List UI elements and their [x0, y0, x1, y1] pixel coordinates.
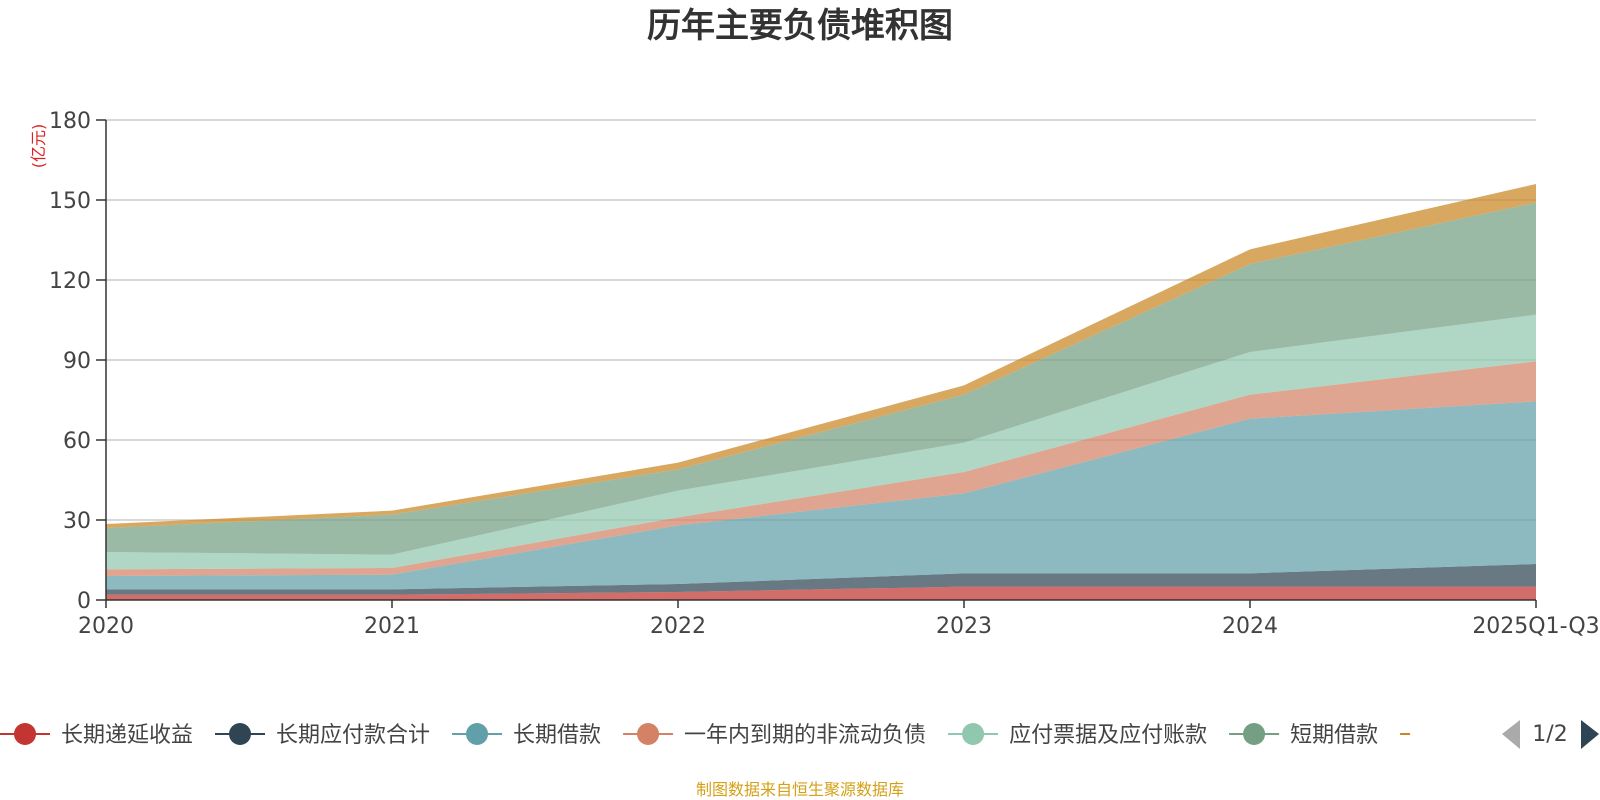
legend-marker-icon: [466, 723, 489, 745]
source-text: 制图数据来自恒生聚源数据库: [696, 780, 904, 799]
legend-marker-icon: [1243, 723, 1266, 745]
area-series-6[interactable]: [106, 202, 1536, 555]
legend-item-1[interactable]: 长期递延收益: [0, 723, 193, 748]
area-series-3[interactable]: [106, 401, 1536, 590]
pager-page-indicator: 1/2: [1532, 722, 1567, 747]
legend-item-4[interactable]: 一年内到期的非流动负债: [623, 723, 926, 748]
legend-marker-icon: [14, 723, 36, 745]
area-series-4[interactable]: [106, 361, 1536, 576]
legend-pager: 1/2: [1502, 720, 1599, 749]
legend-item-3[interactable]: 长期借款: [452, 723, 601, 748]
x-tick-label: 2025Q1-Q3: [1472, 614, 1599, 639]
legend-item-5[interactable]: 应付票据及应付账款: [948, 723, 1207, 748]
y-tick-label: 150: [49, 189, 91, 214]
pager-prev-icon[interactable]: [1502, 720, 1520, 749]
legend-item-6[interactable]: 短期借款: [1229, 723, 1378, 748]
legend-label: 一年内到期的非流动负债: [684, 723, 926, 748]
chart-title: 历年主要负债堆积图: [647, 6, 953, 46]
y-tick-label: 0: [77, 589, 91, 614]
y-tick-label: 90: [63, 349, 91, 374]
x-tick-label: 2023: [936, 614, 992, 639]
axes: 0 30 60 90 120 150 180 2020 2021 2022 2023 2024 2025…: [49, 109, 1600, 639]
legend-marker-icon: [229, 723, 252, 745]
legend-label: 长期借款: [513, 723, 601, 748]
pager-next-icon[interactable]: [1581, 720, 1599, 749]
x-tick-label: 2021: [364, 614, 420, 639]
legend-label: 应付票据及应付账款: [1009, 723, 1207, 748]
legend-label: 短期借款: [1290, 723, 1378, 748]
area-series-5[interactable]: [106, 314, 1536, 570]
area-series-7[interactable]: [106, 184, 1536, 528]
y-tick-label: 120: [49, 269, 91, 294]
y-axis-unit: (亿元): [29, 124, 48, 169]
y-tick-label: 180: [49, 109, 91, 134]
legend-marker-icon: [637, 723, 660, 745]
y-tick-label: 60: [63, 429, 91, 454]
legend-marker-icon: [962, 723, 985, 745]
x-tick-label: 2022: [650, 614, 706, 639]
area-series-1[interactable]: [106, 586, 1536, 600]
legend-label: 长期递延收益: [61, 723, 193, 748]
legend: 长期递延收益 长期应付款合计 长期借款 一年内到期的非流动负债 应付票据及应付账款 短期借…: [0, 723, 1411, 748]
y-tick-label: 30: [63, 509, 91, 534]
legend-label: 长期应付款合计: [276, 723, 430, 748]
legend-item-2[interactable]: 长期应付款合计: [215, 723, 430, 748]
x-tick-label: 2020: [78, 614, 134, 639]
area-series-2[interactable]: [106, 564, 1536, 595]
area-series: [106, 184, 1536, 600]
x-tick-label: 2024: [1222, 614, 1278, 639]
